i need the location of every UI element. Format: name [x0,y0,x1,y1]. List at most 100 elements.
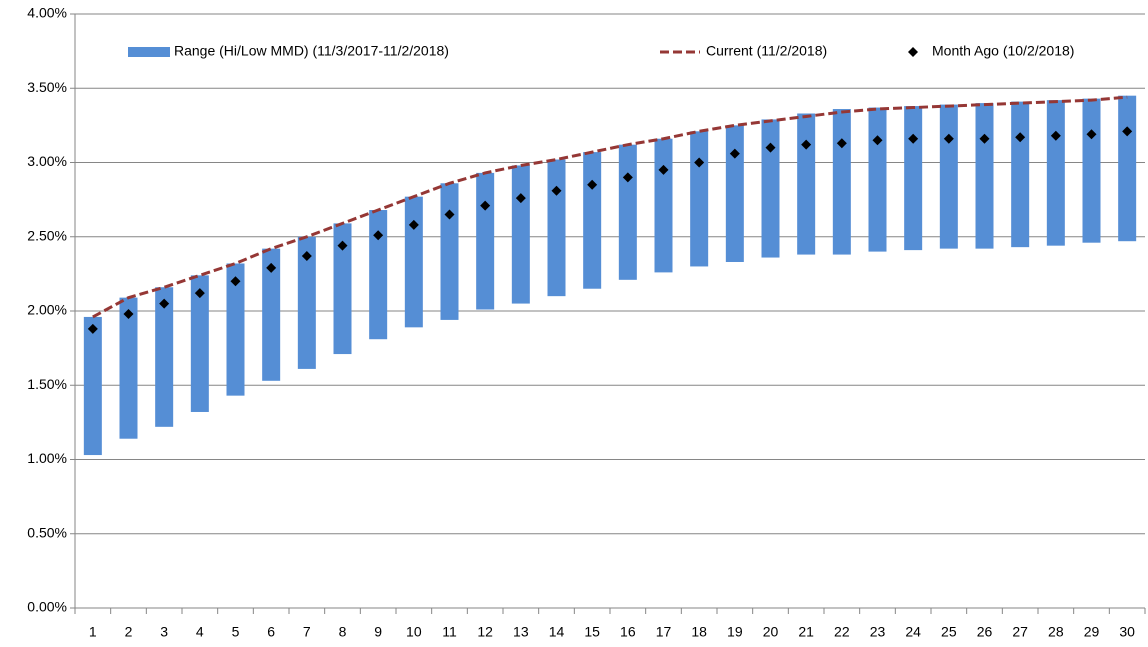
month-ago-marker [373,230,384,241]
x-tick-label: 2 [125,624,133,640]
x-tick-label: 24 [905,624,921,640]
range-bar [262,248,281,381]
x-tick-label: 25 [941,624,957,640]
y-tick-label: 1.50% [27,376,67,392]
x-tick-label: 21 [798,624,814,640]
month-ago-marker [765,142,776,153]
range-bar [583,152,602,289]
x-tick-label: 7 [303,624,311,640]
range-bar [1118,95,1137,242]
x-tick-label: 28 [1048,624,1064,640]
month-ago-marker [1122,126,1133,137]
legend-swatch [128,47,170,57]
x-tick-label: 1 [89,624,97,640]
legend-label: Current (11/2/2018) [706,43,827,59]
range-bar [155,287,174,427]
y-tick-label: 0.50% [27,524,67,540]
x-tick-label: 29 [1084,624,1100,640]
range-bar [761,119,780,258]
range-bar [618,144,637,280]
x-tick-label: 16 [620,624,636,640]
range-bar [83,316,102,456]
range-bar [1046,100,1065,246]
month-ago-marker [587,179,598,190]
x-tick-label: 9 [374,624,382,640]
x-tick-label: 26 [977,624,993,640]
x-tick-label: 12 [477,624,493,640]
range-bar [797,113,816,255]
x-tick-label: 3 [160,624,168,640]
month-ago-marker [159,298,170,309]
range-bar [226,263,245,396]
month-ago-marker [908,133,919,144]
month-ago-marker [337,240,348,251]
range-bar [975,103,994,249]
current-line [92,95,1128,319]
month-ago-marker [622,172,633,183]
month-ago-marker [694,157,705,168]
month-ago-marker [836,138,847,149]
legend-label: Range (Hi/Low MMD) (11/3/2017-11/2/2018) [174,43,449,59]
month-ago-marker [515,193,526,204]
x-tick-label: 4 [196,624,204,640]
y-tick-label: 4.00% [27,5,67,21]
month-ago-marker [1015,132,1026,143]
month-ago-marker [729,148,740,159]
x-tick-label: 15 [584,624,600,640]
x-tick-label: 30 [1119,624,1135,640]
range-bar [654,138,673,273]
y-tick-label: 2.00% [27,302,67,318]
y-tick-label: 3.50% [27,79,67,95]
range-bar [547,159,566,297]
range-bar [119,297,138,439]
month-ago-marker [658,164,669,175]
range-bar [904,106,923,251]
range-bar [939,104,958,249]
month-ago-marker [801,139,812,150]
range-bar [440,183,459,320]
x-tick-label: 23 [870,624,886,640]
range-bar [690,131,709,267]
x-tick-label: 19 [727,624,743,640]
month-ago-marker [408,219,419,230]
x-tick-label: 6 [267,624,275,640]
x-tick-label: 5 [232,624,240,640]
y-tick-label: 2.50% [27,227,67,243]
month-ago-marker [230,276,241,287]
range-bar [868,107,887,252]
y-tick-label: 0.00% [27,599,67,615]
month-ago-marker [979,133,990,144]
x-tick-label: 8 [339,624,347,640]
month-ago-marker [872,135,883,146]
legend-swatch [908,47,918,57]
month-ago-marker [301,251,312,262]
month-ago-marker [551,185,562,196]
month-ago-marker [943,133,954,144]
month-ago-marker [194,288,205,299]
range-bar [333,223,352,355]
month-ago-marker [480,200,491,211]
x-tick-label: 27 [1012,624,1028,640]
month-ago-marker [123,308,134,319]
x-tick-label: 13 [513,624,529,640]
month-ago-marker [87,323,98,334]
range-bar [1011,101,1030,248]
month-ago-marker [266,262,277,273]
x-tick-label: 20 [763,624,779,640]
range-bar [1082,98,1101,243]
range-bar [297,236,316,369]
month-ago-marker [1050,130,1061,141]
range-bar [511,165,530,304]
range-bar [725,125,744,262]
range-bar [404,196,423,328]
month-ago-marker [444,209,455,220]
range-bar [832,109,851,255]
month-ago-marker [1086,129,1097,140]
x-tick-label: 10 [406,624,422,640]
y-tick-label: 1.00% [27,450,67,466]
range-bar [369,210,388,340]
x-tick-label: 14 [549,624,565,640]
x-tick-label: 18 [691,624,707,640]
x-tick-label: 22 [834,624,850,640]
